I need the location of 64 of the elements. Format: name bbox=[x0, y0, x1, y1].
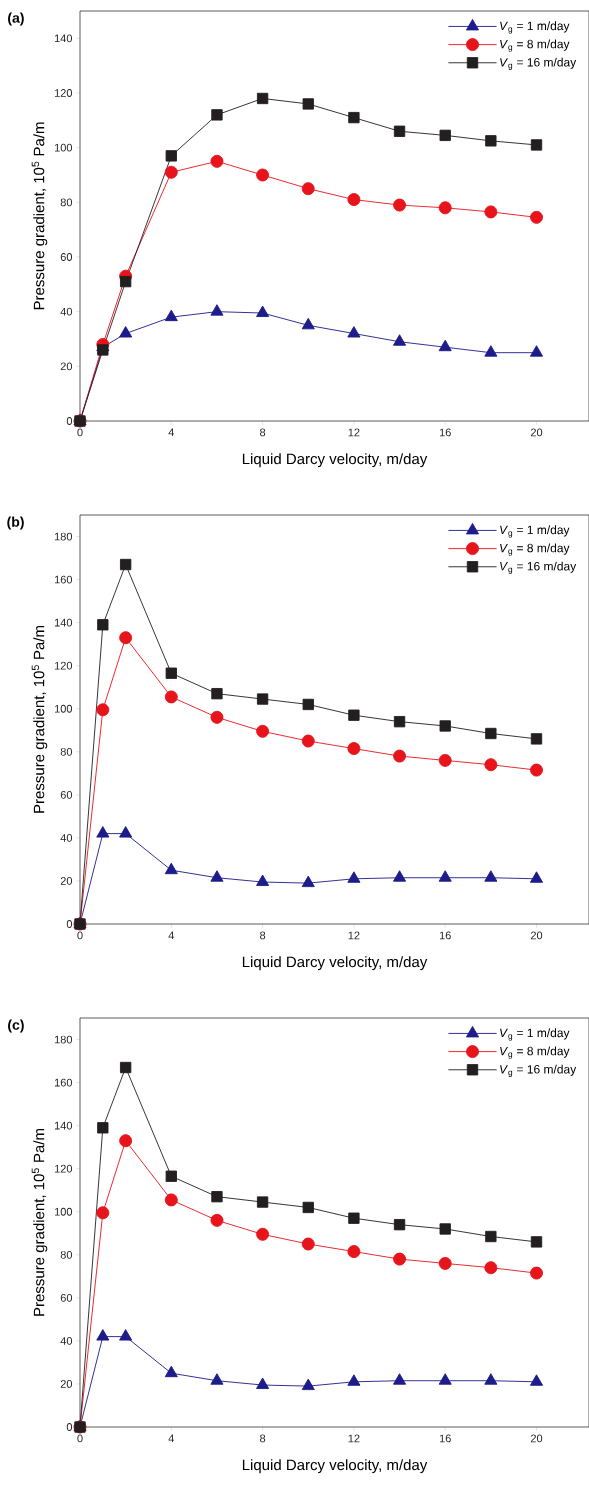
y-tick-label: 20 bbox=[60, 1380, 73, 1388]
x-tick-label: 8 bbox=[260, 428, 266, 437]
y-tick-label: 80 bbox=[60, 1250, 73, 1259]
legend-label: V$_{g}$ = 1 m/day bbox=[500, 525, 570, 538]
y-tick-label: 20 bbox=[60, 877, 73, 885]
x-axis-title: Liquid Darcy velocity, m/day bbox=[242, 453, 428, 468]
chart-title: (a) bbox=[8, 12, 24, 26]
y-tick-label: 120 bbox=[54, 661, 73, 670]
y-tick-label: 100 bbox=[54, 704, 73, 713]
y-tick-label: 0 bbox=[66, 920, 73, 928]
y-tick-label: 80 bbox=[60, 198, 73, 207]
x-axis-title: Liquid Darcy velocity, m/day bbox=[242, 956, 428, 971]
x-tick-label: 4 bbox=[168, 931, 175, 940]
legend-label: V$_{g}$ = 1 m/day bbox=[500, 1028, 570, 1041]
y-axis-title: Pressure gradient, 10$^{5}$ Pa/m bbox=[31, 122, 48, 310]
legend-label: V$_{g}$ = 16 m/day bbox=[500, 561, 577, 574]
y-tick-label: 80 bbox=[60, 747, 73, 756]
legend-label: V$_{g}$ = 8 m/day bbox=[500, 39, 570, 52]
y-tick-label: 100 bbox=[54, 1207, 73, 1216]
y-tick-label: 60 bbox=[60, 1293, 73, 1302]
x-tick-label: 8 bbox=[260, 931, 266, 940]
y-tick-label: 40 bbox=[60, 834, 73, 842]
x-tick-label: 20 bbox=[530, 931, 543, 940]
x-tick-label: 0 bbox=[77, 428, 83, 437]
x-tick-label: 12 bbox=[348, 428, 360, 437]
x-tick-label: 0 bbox=[77, 1434, 83, 1443]
y-tick-label: 60 bbox=[60, 253, 73, 261]
legend-label: V$_{g}$ = 16 m/day bbox=[500, 1064, 577, 1077]
y-tick-label: 40 bbox=[60, 307, 73, 316]
x-tick-label: 20 bbox=[530, 1434, 543, 1443]
x-tick-label: 12 bbox=[348, 931, 360, 940]
y-axis-title: Pressure gradient, 10$^{5}$ Pa/m bbox=[31, 1129, 48, 1316]
x-tick-label: 16 bbox=[439, 931, 451, 940]
y-tick-label: 140 bbox=[54, 618, 73, 627]
y-tick-label: 0 bbox=[66, 417, 73, 425]
y-tick-label: 140 bbox=[54, 34, 73, 43]
chart-title: (c) bbox=[8, 1019, 24, 1033]
y-tick-label: 120 bbox=[54, 89, 73, 97]
y-tick-label: 20 bbox=[60, 362, 73, 371]
x-tick-label: 16 bbox=[439, 1434, 451, 1443]
y-tick-label: 160 bbox=[54, 575, 73, 584]
legend-label: V$_{g}$ = 8 m/day bbox=[500, 1046, 570, 1059]
legend-label: V$_{g}$ = 16 m/day bbox=[500, 57, 577, 70]
y-tick-label: 100 bbox=[54, 143, 73, 152]
y-tick-label: 180 bbox=[54, 532, 73, 541]
chart-title: (b) bbox=[7, 516, 24, 530]
legend-label: V$_{g}$ = 1 m/day bbox=[500, 21, 570, 34]
x-tick-label: 12 bbox=[348, 1434, 360, 1443]
x-tick-label: 16 bbox=[439, 428, 451, 437]
y-tick-label: 120 bbox=[54, 1164, 73, 1173]
y-tick-label: 0 bbox=[66, 1423, 73, 1431]
y-tick-label: 40 bbox=[60, 1337, 73, 1345]
y-axis-title: Pressure gradient, 10$^{5}$ Pa/m bbox=[31, 626, 48, 813]
x-tick-label: 4 bbox=[168, 1434, 175, 1443]
x-axis-title: Liquid Darcy velocity, m/day bbox=[242, 1459, 428, 1474]
y-tick-label: 60 bbox=[60, 790, 73, 799]
x-tick-label: 20 bbox=[530, 428, 543, 437]
x-tick-label: 0 bbox=[77, 931, 83, 940]
x-tick-label: 8 bbox=[260, 1434, 266, 1443]
y-tick-label: 140 bbox=[54, 1121, 73, 1130]
x-tick-label: 4 bbox=[168, 428, 175, 437]
y-tick-label: 160 bbox=[54, 1078, 73, 1087]
y-tick-label: 180 bbox=[54, 1035, 73, 1044]
legend-label: V$_{g}$ = 8 m/day bbox=[500, 543, 570, 556]
